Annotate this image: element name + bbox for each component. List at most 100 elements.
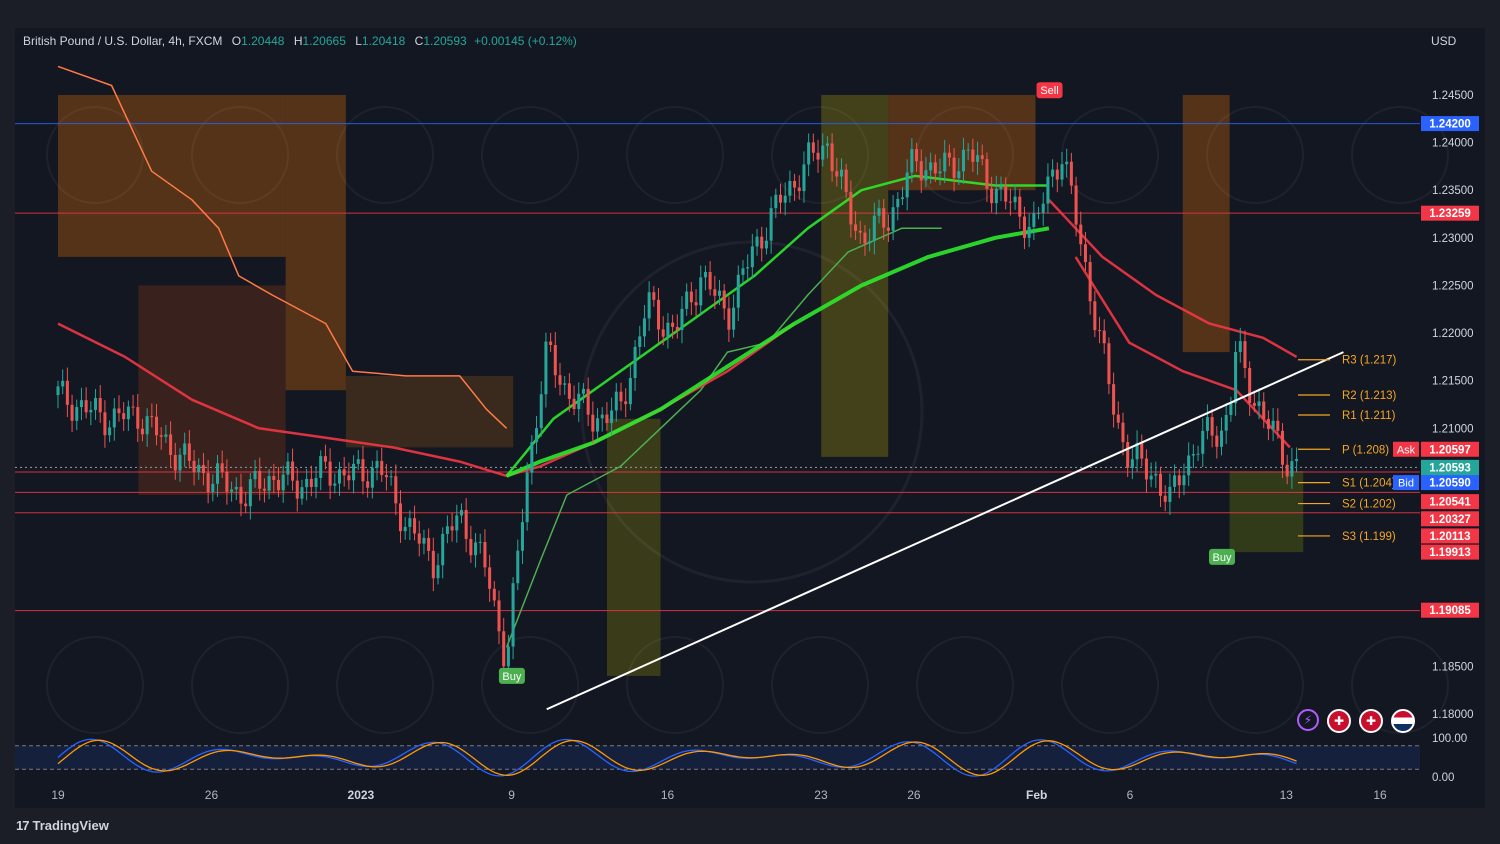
change-value: +0.00145 (+0.12%) xyxy=(474,34,577,48)
candle-body xyxy=(1210,417,1214,436)
candle-body xyxy=(1037,212,1041,214)
pivot-label-0: R3 (1.217) xyxy=(1342,355,1397,367)
candle-body xyxy=(356,459,360,464)
candle-body xyxy=(220,463,224,472)
candle-body xyxy=(272,476,276,480)
candle-body xyxy=(614,391,618,411)
candle-body xyxy=(680,308,684,330)
candle-body xyxy=(1074,185,1078,225)
candle-body xyxy=(910,149,914,173)
signal-label-1: Sell xyxy=(1040,85,1058,97)
candle-body xyxy=(567,383,571,399)
watermark-seal xyxy=(1351,636,1449,734)
candle-body xyxy=(244,503,248,507)
side-tag-2 xyxy=(1393,441,1419,457)
candle-body xyxy=(544,341,548,395)
price-tag-4 xyxy=(1421,475,1479,491)
candle-body xyxy=(1154,473,1158,476)
candle-body xyxy=(769,208,773,241)
watermark-seal xyxy=(191,106,289,204)
candle-body xyxy=(732,307,736,330)
moving-average-3 xyxy=(1047,198,1298,358)
x-tick-label-4: 16 xyxy=(661,788,675,802)
candle-body xyxy=(305,478,309,488)
brand-label: TradingView xyxy=(32,818,109,833)
y-tick-label: 1.18500 xyxy=(1432,661,1474,673)
candle-body xyxy=(192,460,196,473)
candle-body xyxy=(821,145,825,160)
currency-label[interactable]: USD xyxy=(1431,34,1457,48)
zone-box-6 xyxy=(888,95,1036,191)
candle-body xyxy=(952,157,956,179)
candle-body xyxy=(258,470,262,489)
candle-body xyxy=(835,171,839,177)
candle-body xyxy=(1224,414,1228,431)
candle-body xyxy=(577,393,581,410)
candle-body xyxy=(1088,262,1092,302)
candle-body xyxy=(788,181,792,196)
candle-body xyxy=(985,159,989,189)
candle-body xyxy=(863,232,867,244)
candle-body xyxy=(103,412,107,436)
candle-body xyxy=(1159,473,1163,496)
candle-body xyxy=(722,290,726,309)
candle-body xyxy=(854,224,858,231)
watermark-seal xyxy=(626,106,724,204)
candle-body xyxy=(605,414,609,424)
y-tick-label: 1.21000 xyxy=(1432,423,1474,435)
candle-body xyxy=(1205,417,1209,431)
tv-logo-icon: 17 xyxy=(16,818,30,833)
lightning-icon[interactable]: ⚡ xyxy=(1297,709,1319,731)
candle-body xyxy=(727,308,731,330)
oscillator-d-line xyxy=(57,739,1297,777)
candle-body xyxy=(314,477,318,487)
candle-body xyxy=(108,427,112,436)
candle-body xyxy=(1027,226,1031,238)
candle-body xyxy=(94,398,98,410)
uk-flag-icon-2[interactable]: ✚ xyxy=(1359,709,1383,733)
candle-body xyxy=(483,541,487,568)
candle-body xyxy=(633,346,637,379)
candle-body xyxy=(488,567,492,589)
candle-body xyxy=(915,149,919,162)
candle-body xyxy=(717,290,722,296)
candle-body xyxy=(445,526,449,534)
candle-body xyxy=(553,345,557,376)
candle-body xyxy=(736,274,740,308)
candle-body xyxy=(1102,330,1106,344)
candle-body xyxy=(558,375,562,385)
oscillator-tick-label: 0.00 xyxy=(1432,772,1454,784)
candle-body xyxy=(783,195,787,203)
candle-body xyxy=(666,322,670,337)
candle-body xyxy=(1032,213,1036,227)
candle-body xyxy=(713,289,717,296)
candle-body xyxy=(450,526,454,531)
candle-body xyxy=(530,442,534,473)
candle-body xyxy=(159,435,163,437)
candle-body xyxy=(596,418,600,432)
candle-body xyxy=(1276,420,1280,431)
candle-body xyxy=(572,398,576,410)
zone-box-8 xyxy=(1229,471,1304,553)
candle-body xyxy=(201,464,205,474)
uk-flag-icon[interactable]: ✚ xyxy=(1327,709,1351,733)
candle-body xyxy=(319,456,323,478)
candle-body xyxy=(248,479,252,507)
candle-body xyxy=(891,207,895,231)
price-tag-label-8: 1.19913 xyxy=(1429,547,1471,559)
zone-box-2 xyxy=(138,285,286,495)
candle-body xyxy=(525,472,529,523)
candle-body xyxy=(1229,403,1233,415)
candle-body xyxy=(563,383,567,385)
y-tick-label: 1.24000 xyxy=(1432,138,1474,150)
candle-body xyxy=(281,474,285,491)
candle-body xyxy=(169,434,173,455)
us-flag-icon[interactable] xyxy=(1391,709,1415,733)
tradingview-logo[interactable]: 17 TradingView xyxy=(16,818,109,833)
candle-body xyxy=(811,142,815,153)
candle-body xyxy=(1295,458,1299,462)
x-tick-label-6: 26 xyxy=(907,788,921,802)
candle-body xyxy=(872,215,876,242)
y-tick-label: 1.23000 xyxy=(1432,233,1474,245)
